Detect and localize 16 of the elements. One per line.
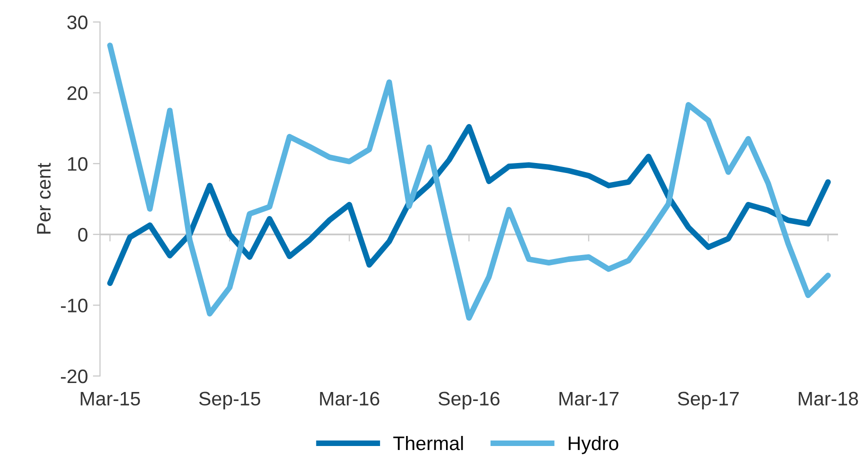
x-tick-label: Mar-16 — [320, 392, 380, 406]
y-tick-label: -20 — [60, 369, 88, 384]
x-tick-label: Mar-17 — [559, 392, 618, 406]
x-tick-label: Sep-17 — [678, 392, 739, 410]
y-tick-label: 0 — [78, 228, 88, 242]
legend-label: Thermal — [393, 436, 463, 450]
x-tick-label: Sep-16 — [438, 392, 500, 410]
x-tick-label: Mar-18 — [798, 392, 858, 406]
y-tick-label: 20 — [68, 86, 88, 100]
y-tick-label: 10 — [68, 157, 88, 171]
y-tick-label: 30 — [67, 15, 88, 30]
x-tick-label: Mar-15 — [80, 392, 140, 406]
y-tick-label: -10 — [60, 298, 88, 312]
x-tick-label: Sep-15 — [199, 392, 260, 410]
legend-label: Hydro — [568, 436, 618, 454]
y-axis-title: Per cent — [37, 162, 51, 234]
